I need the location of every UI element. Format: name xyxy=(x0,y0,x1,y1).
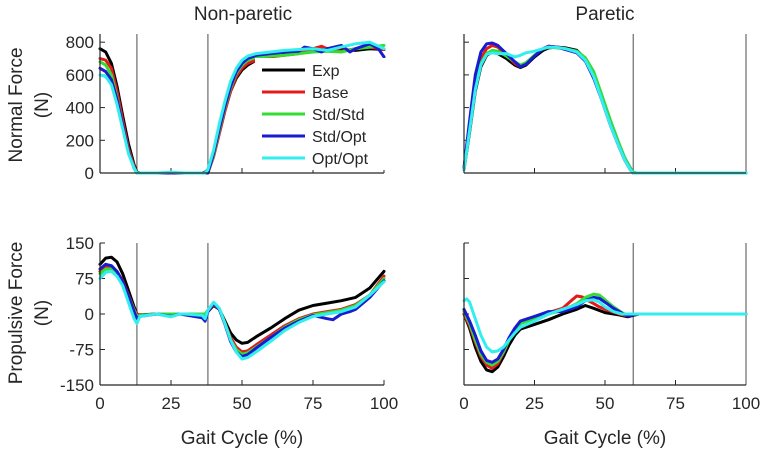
xtick-label: 50 xyxy=(233,394,252,413)
legend-label-std-opt: Std/Opt xyxy=(312,129,367,146)
panel-np-normal: 0 200 400 600 800 xyxy=(66,33,386,183)
ylabel-normal-line1: Normal Force xyxy=(6,47,27,162)
title-non-paretic: Non-paretic xyxy=(194,4,292,25)
xtick-label: 50 xyxy=(596,394,615,413)
series-line-opt-opt xyxy=(462,297,748,354)
ylabel-normal-line2: (N) xyxy=(32,92,53,118)
title-paretic: Paretic xyxy=(575,4,634,25)
ylabel-propulsive-line1: Propulsive Force xyxy=(6,242,27,385)
xlabel-right: Gait Cycle (%) xyxy=(544,428,666,449)
xtick-label: 0 xyxy=(459,394,468,413)
panel-p-prop: 0 25 50 75 100 xyxy=(459,242,760,413)
xtick-label: 100 xyxy=(732,394,760,413)
ytick-label: 200 xyxy=(66,131,94,150)
xtick-label: 100 xyxy=(370,394,398,413)
xtick-label: 0 xyxy=(95,394,104,413)
ytick-label: -150 xyxy=(60,376,94,395)
series-line-exp xyxy=(98,255,386,345)
legend-label-exp: Exp xyxy=(312,63,340,80)
panels: 0 200 400 600 800 -150 -75 0 75 150 0 25 50 75 100 0 25 5… xyxy=(60,33,760,413)
ytick-label: 0 xyxy=(85,305,94,324)
legend: Exp Base Std/Std Std/Opt Opt/Opt xyxy=(255,58,388,170)
panel-p-normal xyxy=(462,34,748,175)
legend-label-std-std: Std/Std xyxy=(312,107,364,124)
ytick-label: 75 xyxy=(75,270,94,289)
xtick-label: 75 xyxy=(304,394,323,413)
ytick-label: 800 xyxy=(66,33,94,52)
ytick-label: -75 xyxy=(69,341,94,360)
ytick-label: 400 xyxy=(66,99,94,118)
xlabel-left: Gait Cycle (%) xyxy=(181,428,303,449)
panel-np-prop: -150 -75 0 75 150 0 25 50 75 100 xyxy=(60,234,398,413)
series-line-opt-opt xyxy=(462,45,748,175)
ytick-label: 0 xyxy=(85,164,94,183)
legend-label-base: Base xyxy=(312,85,349,102)
series-line-opt-opt xyxy=(98,40,386,175)
series-line-opt-opt xyxy=(98,269,386,361)
xtick-label: 25 xyxy=(525,394,544,413)
series-line-std-std xyxy=(462,292,748,367)
xtick-label: 75 xyxy=(666,394,685,413)
legend-label-opt-opt: Opt/Opt xyxy=(312,151,369,168)
ylabel-propulsive-line2: (N) xyxy=(32,300,53,326)
xtick-label: 25 xyxy=(162,394,181,413)
ytick-label: 600 xyxy=(66,66,94,85)
ytick-label: 150 xyxy=(66,234,94,253)
